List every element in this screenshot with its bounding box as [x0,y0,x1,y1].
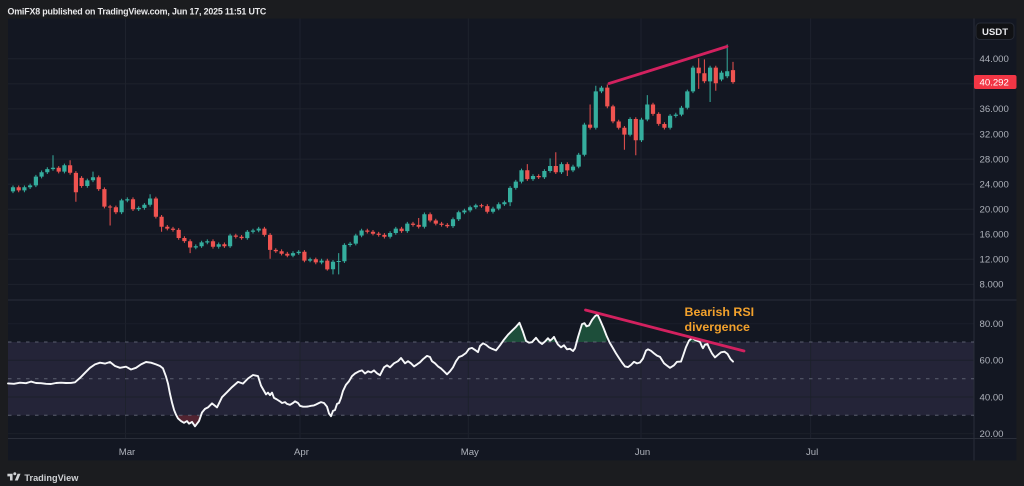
svg-text:60.00: 60.00 [980,356,1004,367]
svg-text:28.000: 28.000 [980,154,1009,165]
svg-text:TradingView: TradingView [24,473,79,483]
svg-text:divergence: divergence [685,320,751,334]
svg-text:8.000: 8.000 [980,280,1004,291]
svg-text:12.000: 12.000 [980,255,1009,266]
svg-text:40.292: 40.292 [980,77,1009,88]
svg-text:Bearish RSI: Bearish RSI [685,305,755,319]
svg-text:32.000: 32.000 [980,129,1009,140]
svg-text:Apr: Apr [294,447,310,458]
svg-text:24.000: 24.000 [980,179,1009,190]
svg-text:OmiFX8 published on TradingVie: OmiFX8 published on TradingView.com, Jun… [8,6,267,16]
svg-text:44.000: 44.000 [980,54,1009,65]
svg-text:16.000: 16.000 [980,230,1009,241]
svg-text:Mar: Mar [119,447,136,458]
svg-text:40.00: 40.00 [980,392,1004,403]
svg-text:80.00: 80.00 [980,319,1004,330]
svg-text:20.00: 20.00 [980,429,1004,440]
svg-text:Jun: Jun [635,447,650,458]
svg-text:May: May [461,447,479,458]
svg-text:Jul: Jul [806,447,818,458]
svg-text:USDT: USDT [982,27,1008,38]
svg-text:20.000: 20.000 [980,205,1009,216]
svg-text:36.000: 36.000 [980,104,1009,115]
